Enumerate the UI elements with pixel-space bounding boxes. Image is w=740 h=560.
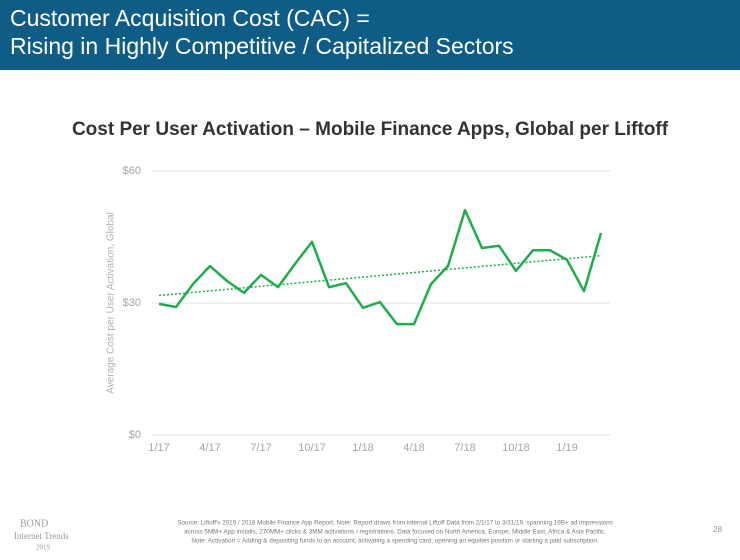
x-tick-label: 4/18 — [403, 442, 424, 454]
y-axis-label: Average Cost per User Activation, Global — [106, 212, 117, 394]
x-tick-label: 10/17 — [298, 442, 326, 454]
x-tick-label: 10/18 — [502, 442, 530, 454]
y-tick-label: $0 — [129, 429, 141, 441]
source-note: Note: Activation = Adding & depositing f… — [191, 538, 599, 545]
x-tick-label: 1/19 — [556, 442, 577, 454]
page-number: 28 — [713, 525, 722, 534]
logo: BOND — [20, 518, 48, 529]
x-tick-label: 1/18 — [352, 442, 373, 454]
logo: Internet Trends — [14, 531, 69, 541]
trend-line — [158, 254, 602, 297]
header-band — [0, 0, 740, 70]
x-tick-label: 7/18 — [454, 442, 475, 454]
x-tick-label: 4/17 — [199, 442, 220, 454]
source-note: across 5MM+ App installs, 270MM+ clicks … — [184, 529, 606, 536]
source-note: Source: Liftoff's 2019 / 2018 Mobile Fin… — [177, 520, 613, 527]
data-line — [158, 208, 603, 326]
logo: 2019 — [36, 544, 51, 552]
header-title: Rising in Highly Competitive / Capitaliz… — [10, 33, 514, 59]
header-title: Customer Acquisition Cost (CAC) = — [10, 5, 370, 31]
x-tick-label: 7/17 — [250, 442, 271, 454]
x-tick-label: 1/17 — [148, 442, 169, 454]
chart-title: Cost Per User Activation – Mobile Financ… — [72, 119, 669, 140]
y-tick-label: $30 — [123, 297, 141, 309]
y-tick-label: $60 — [123, 165, 141, 177]
